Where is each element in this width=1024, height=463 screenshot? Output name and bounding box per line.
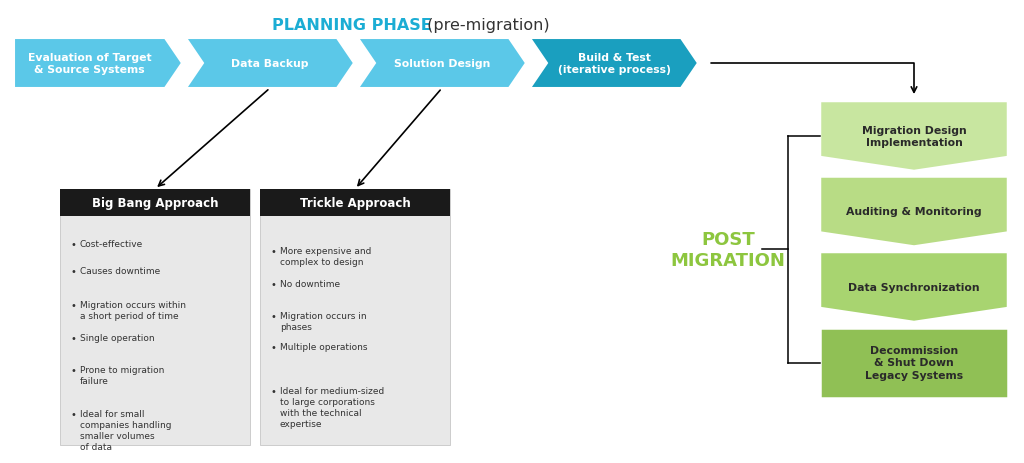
- Text: •: •: [70, 409, 76, 419]
- Text: •: •: [70, 240, 76, 250]
- Text: Migration occurs in
phases: Migration occurs in phases: [280, 311, 367, 332]
- Text: Auditing & Monitoring: Auditing & Monitoring: [846, 207, 982, 217]
- FancyBboxPatch shape: [260, 189, 450, 445]
- Text: Data Synchronization: Data Synchronization: [848, 282, 980, 292]
- Text: More expensive and
complex to design: More expensive and complex to design: [280, 246, 372, 267]
- Text: •: •: [270, 311, 275, 321]
- Text: •: •: [70, 300, 76, 310]
- Text: Ideal for small
companies handling
smaller volumes
of data: Ideal for small companies handling small…: [80, 409, 171, 451]
- Text: Data Backup: Data Backup: [231, 59, 309, 69]
- Text: Cost-effective: Cost-effective: [80, 240, 143, 249]
- Text: PLANNING PHASE: PLANNING PHASE: [272, 19, 432, 33]
- Polygon shape: [820, 102, 1008, 172]
- Polygon shape: [820, 252, 1008, 322]
- Text: Single operation: Single operation: [80, 334, 155, 343]
- Text: Big Bang Approach: Big Bang Approach: [92, 197, 218, 210]
- Polygon shape: [530, 39, 698, 89]
- Text: Build & Test
(iterative process): Build & Test (iterative process): [557, 53, 671, 75]
- Text: Decommission
& Shut Down
Legacy Systems: Decommission & Shut Down Legacy Systems: [865, 345, 963, 380]
- Text: •: •: [270, 246, 275, 257]
- Text: Prone to migration
failure: Prone to migration failure: [80, 365, 165, 385]
- Text: POST
MIGRATION: POST MIGRATION: [671, 231, 785, 269]
- Text: •: •: [270, 386, 275, 396]
- FancyBboxPatch shape: [60, 189, 250, 445]
- Text: Evaluation of Target
& Source Systems: Evaluation of Target & Source Systems: [28, 53, 152, 75]
- Text: •: •: [270, 343, 275, 353]
- FancyBboxPatch shape: [60, 189, 250, 217]
- Polygon shape: [186, 39, 354, 89]
- Text: Migration Design
Implementation: Migration Design Implementation: [861, 125, 967, 148]
- Text: Trickle Approach: Trickle Approach: [300, 197, 411, 210]
- Text: •: •: [70, 334, 76, 344]
- Text: •: •: [70, 365, 76, 375]
- Text: Multiple operations: Multiple operations: [280, 343, 368, 352]
- Polygon shape: [358, 39, 526, 89]
- Polygon shape: [14, 39, 182, 89]
- Text: (pre-migration): (pre-migration): [422, 19, 550, 33]
- Text: Causes downtime: Causes downtime: [80, 267, 160, 276]
- Text: Solution Design: Solution Design: [394, 59, 490, 69]
- Polygon shape: [820, 177, 1008, 247]
- Text: Ideal for medium-sized
to large corporations
with the technical
expertise: Ideal for medium-sized to large corporat…: [280, 386, 384, 428]
- Text: No downtime: No downtime: [280, 280, 340, 289]
- Text: •: •: [70, 267, 76, 277]
- FancyBboxPatch shape: [260, 189, 450, 217]
- Polygon shape: [820, 328, 1008, 398]
- Text: Migration occurs within
a short period of time: Migration occurs within a short period o…: [80, 300, 186, 320]
- Text: •: •: [270, 280, 275, 290]
